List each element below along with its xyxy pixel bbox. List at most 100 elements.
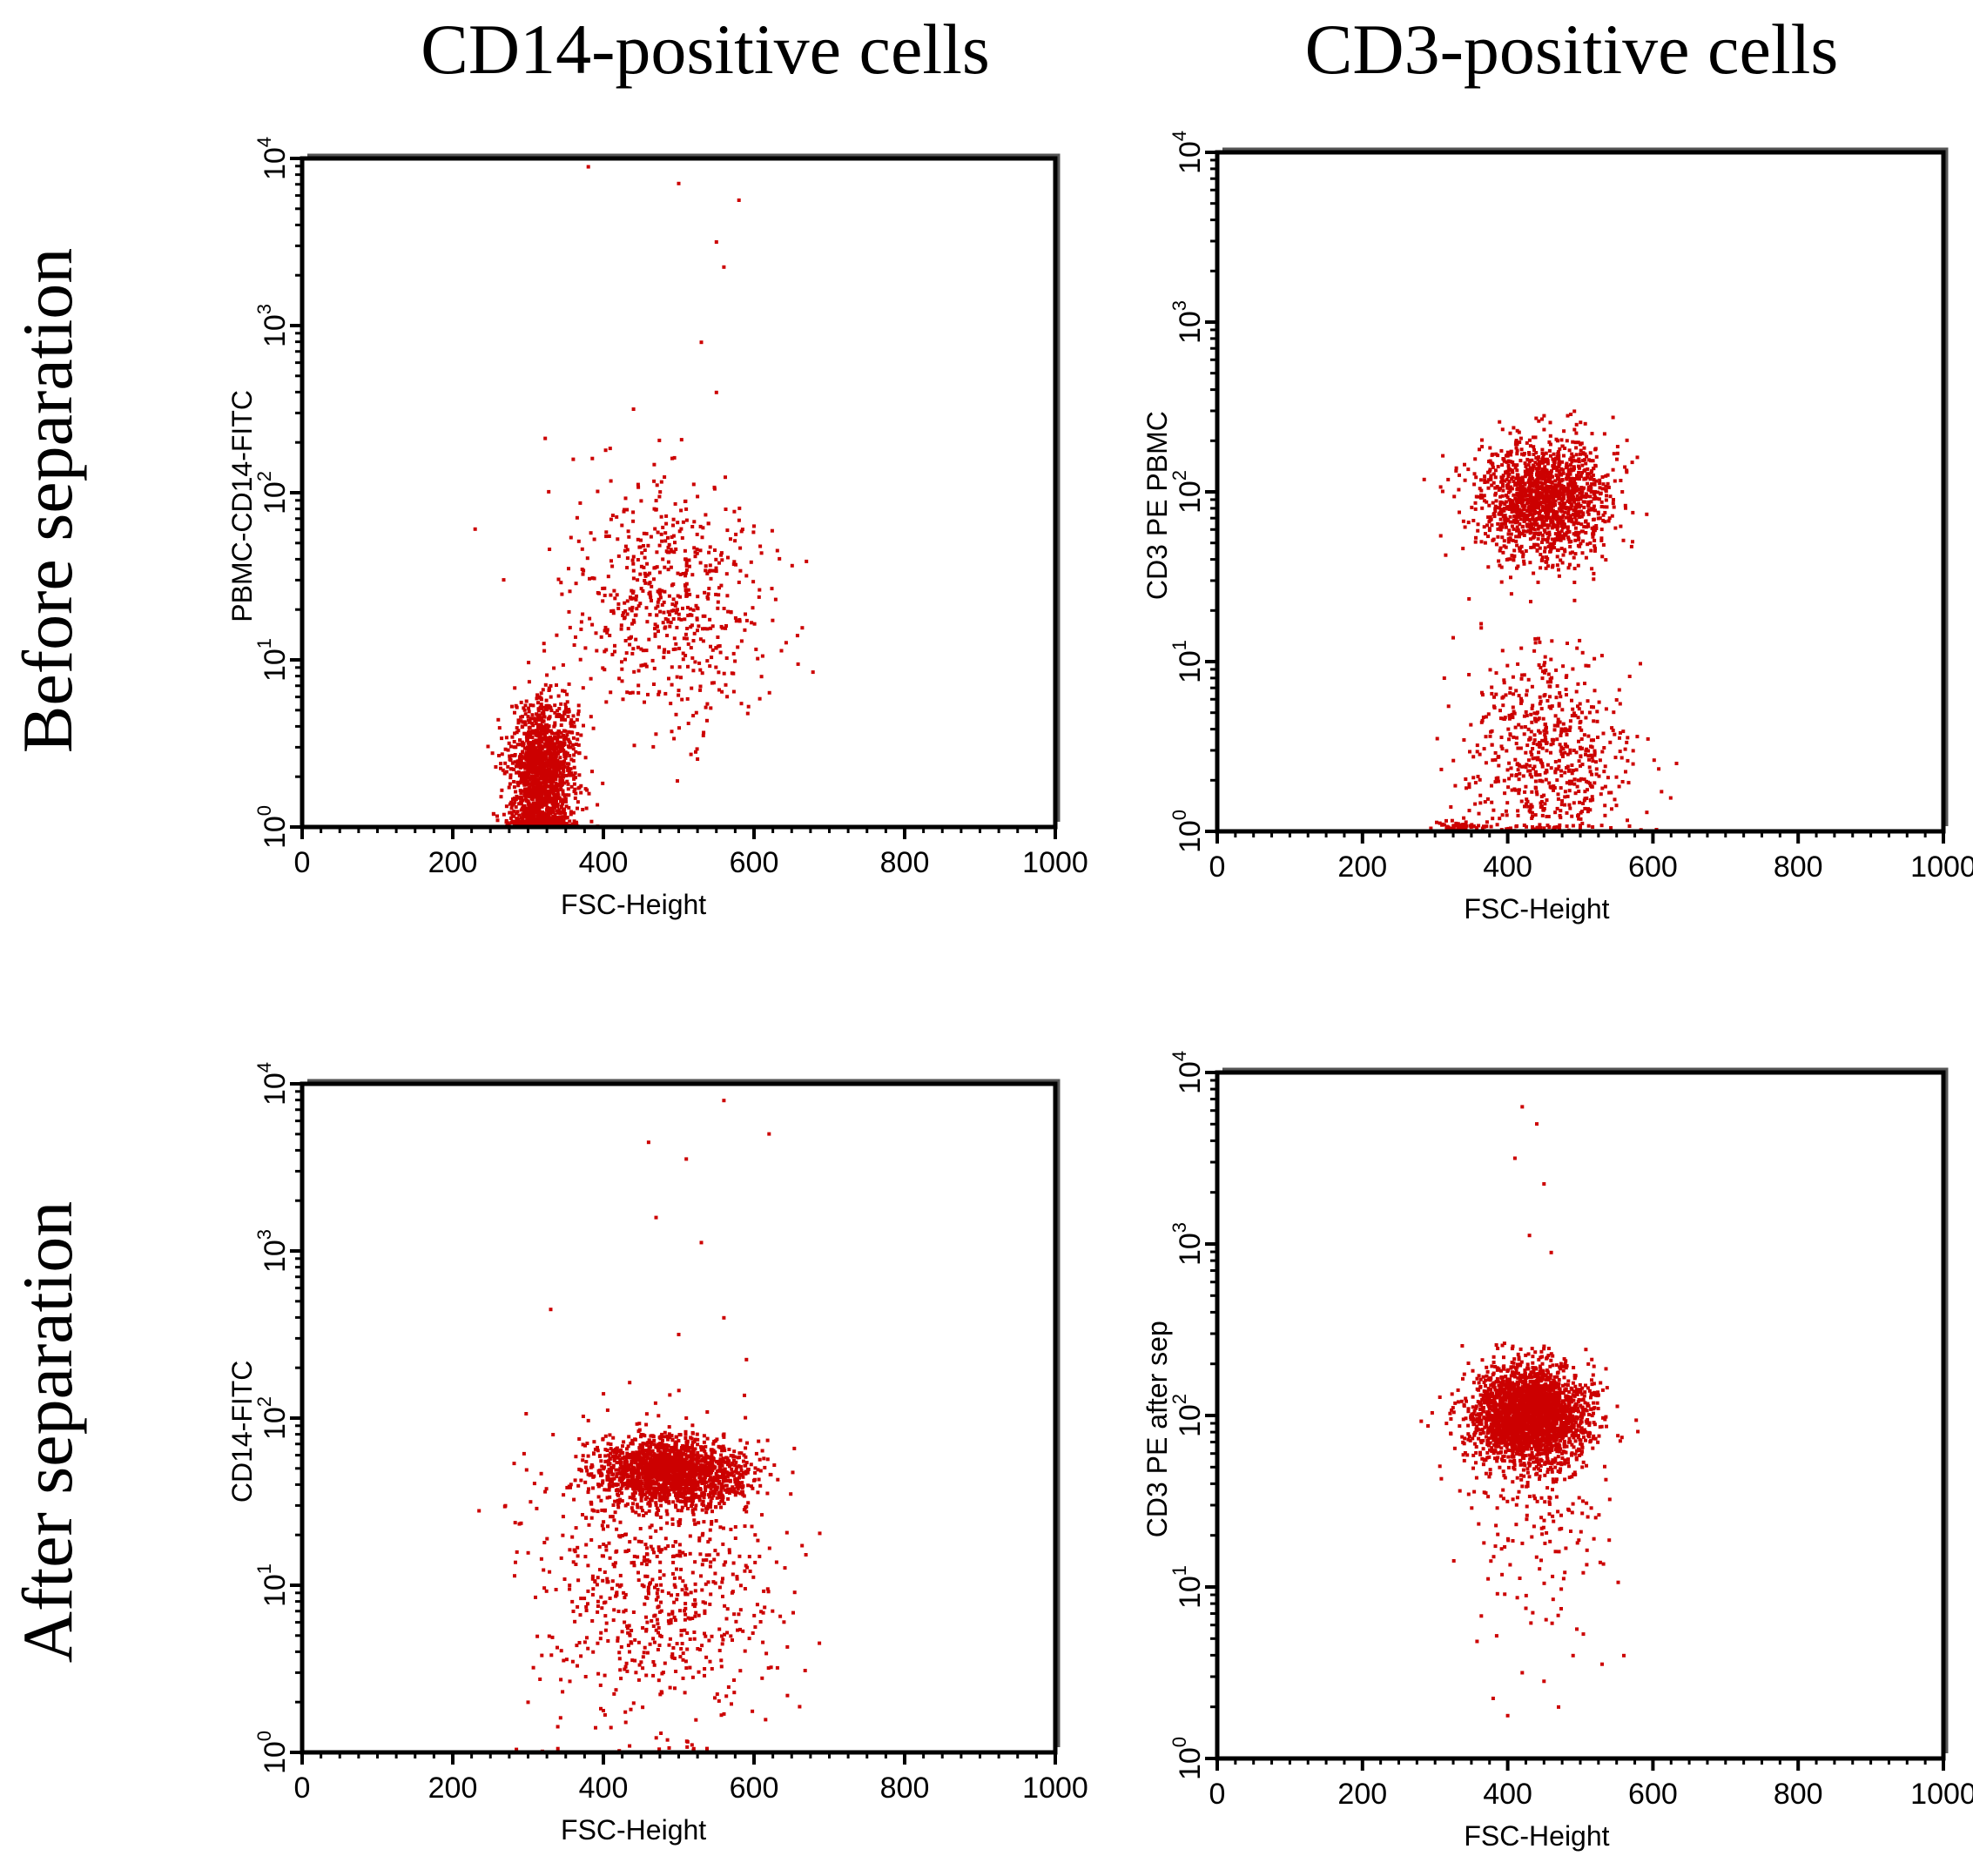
data-point: [530, 746, 535, 750]
data-point: [1553, 503, 1558, 507]
data-point: [1525, 440, 1529, 445]
data-point: [1626, 781, 1631, 785]
data-point: [666, 620, 670, 624]
data-point: [519, 700, 523, 704]
data-point: [1508, 557, 1512, 561]
data-point: [527, 741, 531, 745]
data-point: [716, 635, 720, 639]
data-point: [1610, 807, 1613, 811]
data-point: [571, 747, 576, 751]
data-point: [1576, 440, 1580, 445]
data-point: [653, 632, 657, 636]
data-point: [596, 591, 600, 595]
data-point: [563, 703, 568, 707]
data-point: [521, 720, 525, 724]
data-point: [1579, 719, 1583, 723]
data-point: [538, 817, 542, 822]
data-point: [708, 617, 712, 622]
data-point: [548, 794, 552, 798]
data-point: [1562, 429, 1566, 434]
data-point: [572, 819, 576, 824]
data-point: [1592, 571, 1596, 575]
data-point: [1593, 548, 1597, 553]
data-point: [559, 723, 563, 727]
data-point: [1532, 733, 1537, 737]
data-point: [519, 802, 523, 806]
data-point: [501, 768, 505, 772]
data-point: [1590, 474, 1593, 479]
data-point: [653, 627, 657, 631]
data-point: [529, 750, 533, 754]
data-point: [733, 659, 737, 663]
data-point: [681, 651, 685, 656]
data-point: [1531, 514, 1535, 519]
data-point: [555, 741, 559, 745]
data-point: [572, 790, 576, 794]
data-point: [1516, 809, 1520, 813]
data-point: [751, 580, 756, 584]
data-point: [1556, 792, 1560, 797]
data-point: [539, 761, 543, 764]
data-point: [609, 559, 613, 563]
data-point: [1450, 818, 1454, 823]
data-point: [503, 747, 508, 751]
data-point: [559, 735, 563, 739]
data-point: [1546, 505, 1551, 509]
data-point: [1615, 445, 1619, 448]
data-point: [1523, 725, 1527, 729]
data-point: [581, 808, 585, 811]
data-point: [563, 797, 568, 801]
data-point: [564, 800, 568, 804]
data-point: [1547, 477, 1552, 481]
data-point: [1509, 500, 1513, 504]
data-point: [556, 577, 561, 582]
data-point: [530, 736, 535, 740]
data-point: [1505, 827, 1509, 831]
data-point: [698, 668, 703, 672]
data-point: [1528, 561, 1532, 565]
data-point: [1577, 470, 1581, 474]
data-point: [557, 740, 562, 744]
data-point: [1549, 680, 1553, 684]
data-point: [1576, 716, 1580, 720]
data-point: [535, 804, 539, 808]
data-point: [1539, 509, 1543, 513]
data-point: [1454, 466, 1458, 470]
data-point: [674, 712, 678, 716]
data-point: [1581, 511, 1586, 515]
data-point: [1590, 795, 1594, 799]
data-point: [1574, 431, 1579, 435]
data-point: [1516, 662, 1520, 666]
data-point: [556, 751, 561, 756]
data-point: [535, 749, 539, 753]
data-point: [556, 758, 560, 763]
data-point: [623, 601, 627, 605]
y-tick-label: 101: [1168, 640, 1207, 683]
data-point: [1560, 502, 1565, 507]
data-point: [603, 448, 608, 453]
data-point: [673, 603, 677, 608]
data-point: [601, 781, 605, 785]
data-point: [539, 718, 543, 722]
data-point: [1566, 566, 1571, 570]
data-point: [1593, 464, 1598, 468]
data-point: [1569, 483, 1573, 487]
data-point: [1545, 526, 1550, 530]
data-point: [1607, 516, 1612, 521]
data-point: [547, 760, 551, 764]
data-point: [714, 557, 718, 561]
data-point: [1536, 490, 1540, 494]
data-point: [1596, 490, 1599, 494]
data-points: [473, 165, 815, 829]
x-axis-label: FSC-Height: [561, 889, 706, 920]
data-point: [1534, 790, 1539, 794]
data-point: [1454, 468, 1458, 473]
data-point: [568, 625, 572, 629]
data-point: [604, 530, 609, 535]
data-point: [1515, 448, 1519, 453]
data-point: [1555, 555, 1559, 559]
data-point: [652, 682, 656, 686]
data-point: [504, 770, 508, 774]
data-point: [1508, 431, 1512, 435]
data-point: [1566, 414, 1570, 418]
